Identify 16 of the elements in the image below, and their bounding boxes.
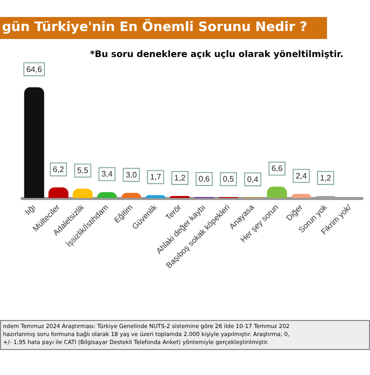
data-label: 5,5 <box>77 166 89 176</box>
data-label: 1,2 <box>174 173 186 182</box>
chart-title: gün Türkiye'nin En Önemli Sorunu Nedir ? <box>0 17 327 39</box>
data-label: 0,5 <box>222 174 235 184</box>
data-label: 64,6 <box>26 64 42 74</box>
data-label: 0,4 <box>247 174 259 184</box>
data-label: 6,6 <box>271 164 284 174</box>
data-label: 1,7 <box>150 172 162 182</box>
data-label: 1,2 <box>320 173 332 182</box>
data-label: 0,6 <box>198 174 210 184</box>
text: *Bu soru deneklere açık uçlu olarak yöneltilmiştir. <box>90 50 344 60</box>
data-label: 3,0 <box>126 170 138 180</box>
data-label: 3,4 <box>101 170 114 179</box>
bar <box>24 87 44 198</box>
data-label: 6,2 <box>52 164 65 174</box>
data-label: 2,4 <box>296 171 308 180</box>
